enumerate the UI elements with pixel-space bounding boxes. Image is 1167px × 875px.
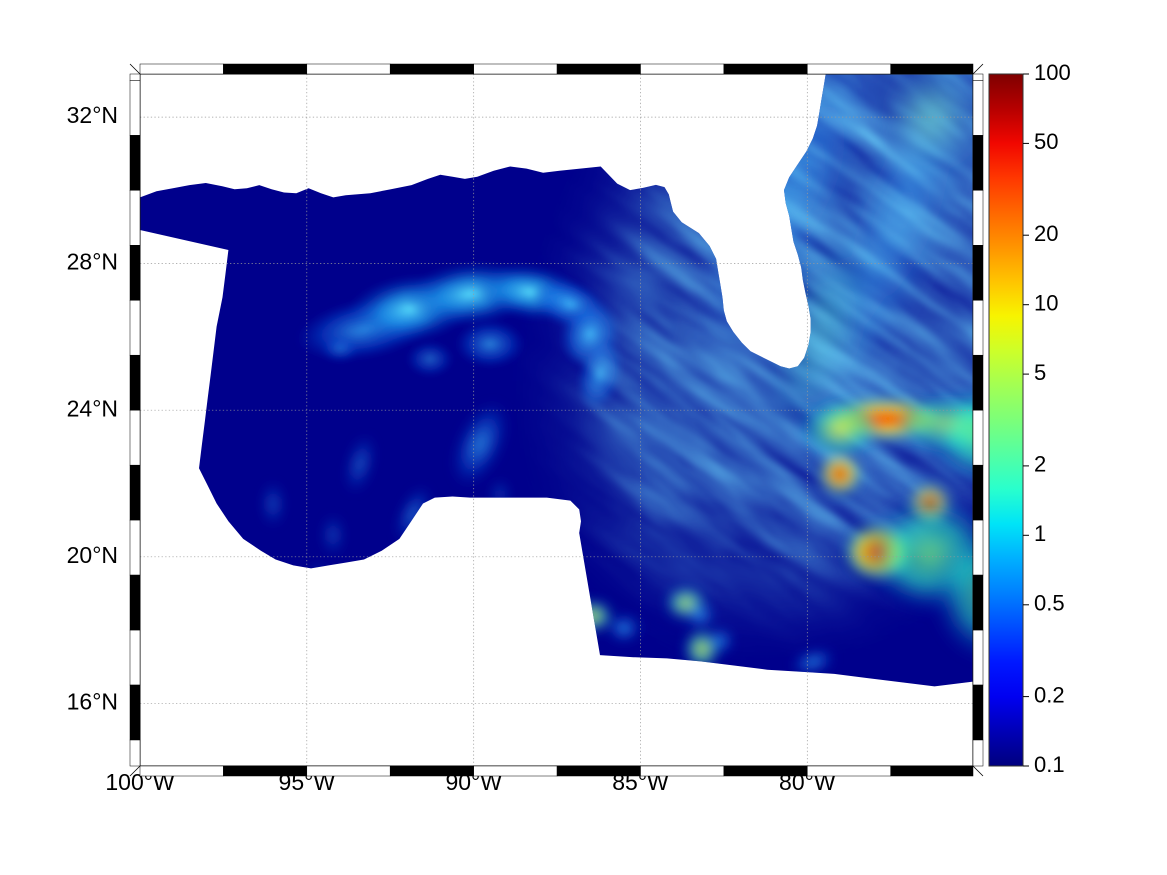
svg-text:0.1: 0.1 — [1034, 752, 1065, 777]
svg-text:5: 5 — [1034, 360, 1046, 385]
svg-text:0.5: 0.5 — [1034, 591, 1065, 616]
svg-text:50: 50 — [1034, 129, 1058, 154]
svg-text:20: 20 — [1034, 221, 1058, 246]
svg-text:24°N: 24°N — [67, 395, 118, 421]
svg-text:16°N: 16°N — [67, 688, 118, 714]
svg-text:32°N: 32°N — [67, 102, 118, 128]
svg-text:2: 2 — [1034, 452, 1046, 477]
svg-text:100: 100 — [1034, 60, 1071, 85]
svg-text:28°N: 28°N — [67, 249, 118, 275]
svg-text:20°N: 20°N — [67, 542, 118, 568]
svg-text:10: 10 — [1034, 291, 1058, 316]
svg-text:0.2: 0.2 — [1034, 682, 1065, 707]
svg-text:1: 1 — [1034, 521, 1046, 546]
